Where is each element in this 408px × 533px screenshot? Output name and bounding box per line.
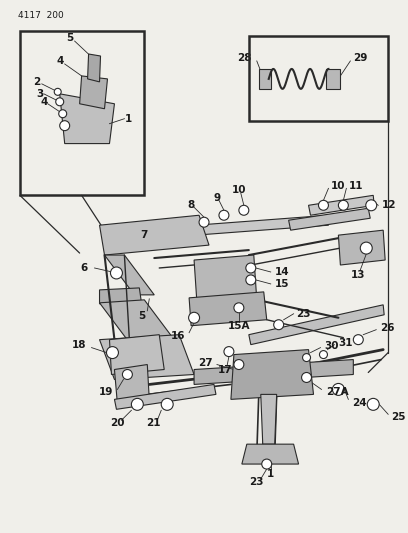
Polygon shape	[100, 335, 194, 379]
Polygon shape	[115, 384, 216, 409]
Text: 28: 28	[237, 53, 252, 63]
Polygon shape	[109, 335, 164, 375]
Circle shape	[274, 320, 284, 330]
Circle shape	[319, 351, 328, 359]
Circle shape	[199, 217, 209, 227]
Circle shape	[366, 200, 377, 211]
Circle shape	[111, 267, 122, 279]
Circle shape	[56, 98, 64, 106]
Polygon shape	[100, 215, 209, 255]
Text: 4117  200: 4117 200	[18, 11, 64, 20]
Circle shape	[302, 373, 312, 383]
Circle shape	[246, 263, 256, 273]
Polygon shape	[189, 292, 267, 326]
Circle shape	[246, 275, 256, 285]
Text: 4: 4	[40, 97, 47, 107]
Polygon shape	[261, 394, 277, 444]
Circle shape	[234, 360, 244, 369]
Polygon shape	[129, 215, 328, 240]
Text: 6: 6	[80, 263, 88, 273]
Circle shape	[59, 110, 67, 118]
Polygon shape	[326, 69, 340, 89]
Text: 5: 5	[138, 311, 145, 321]
Polygon shape	[249, 305, 384, 345]
Text: 23: 23	[297, 309, 311, 319]
Polygon shape	[242, 444, 299, 464]
Text: 4: 4	[56, 56, 63, 66]
Text: 25: 25	[391, 413, 406, 422]
Polygon shape	[115, 365, 149, 405]
Circle shape	[319, 200, 328, 210]
Polygon shape	[288, 208, 370, 230]
Circle shape	[54, 88, 61, 95]
Text: 18: 18	[72, 340, 86, 350]
Circle shape	[262, 459, 272, 469]
Polygon shape	[100, 300, 174, 343]
Text: 23: 23	[250, 477, 264, 487]
Text: 7: 7	[140, 230, 147, 240]
Text: 16: 16	[171, 330, 185, 341]
Text: 27A: 27A	[326, 387, 349, 398]
Text: 3: 3	[36, 89, 43, 99]
Circle shape	[353, 335, 363, 345]
Text: 29: 29	[353, 53, 368, 63]
Circle shape	[303, 353, 310, 361]
Bar	[249, 36, 388, 120]
Text: 10: 10	[330, 181, 345, 191]
Circle shape	[122, 369, 132, 379]
Text: 31: 31	[338, 337, 353, 348]
Polygon shape	[104, 255, 154, 295]
Text: 1: 1	[125, 114, 132, 124]
Circle shape	[360, 242, 372, 254]
Text: 24: 24	[353, 398, 367, 408]
Polygon shape	[80, 76, 107, 109]
Text: 30: 30	[324, 341, 339, 351]
Circle shape	[131, 398, 143, 410]
Text: 1: 1	[267, 469, 274, 479]
Polygon shape	[60, 94, 115, 143]
Circle shape	[224, 346, 234, 357]
Text: 13: 13	[351, 270, 366, 280]
Circle shape	[188, 312, 200, 323]
Text: 14: 14	[275, 267, 289, 277]
Circle shape	[367, 398, 379, 410]
Circle shape	[234, 303, 244, 313]
Polygon shape	[259, 69, 271, 89]
Polygon shape	[308, 195, 374, 215]
Bar	[20, 31, 144, 195]
Text: 21: 21	[146, 418, 160, 428]
Text: 26: 26	[380, 322, 395, 333]
Circle shape	[106, 346, 118, 359]
Polygon shape	[194, 255, 257, 305]
Text: 15: 15	[275, 279, 289, 289]
Polygon shape	[100, 288, 141, 304]
Text: 8: 8	[187, 200, 195, 211]
Circle shape	[60, 120, 70, 131]
Text: 12: 12	[382, 200, 397, 211]
Circle shape	[161, 398, 173, 410]
Polygon shape	[194, 360, 353, 384]
Circle shape	[219, 210, 229, 220]
Polygon shape	[231, 350, 313, 399]
Circle shape	[333, 383, 344, 395]
Text: 27: 27	[198, 358, 213, 368]
Text: 17: 17	[217, 365, 232, 375]
Text: 20: 20	[110, 418, 125, 428]
Text: 10: 10	[232, 185, 246, 196]
Circle shape	[338, 200, 348, 210]
Text: 5: 5	[66, 33, 73, 43]
Polygon shape	[338, 230, 385, 265]
Text: 11: 11	[348, 181, 363, 191]
Circle shape	[239, 205, 249, 215]
Text: 19: 19	[99, 387, 113, 398]
Text: 9: 9	[213, 193, 221, 203]
Text: 2: 2	[33, 77, 40, 87]
Text: 15A: 15A	[228, 321, 250, 330]
Polygon shape	[88, 54, 100, 82]
